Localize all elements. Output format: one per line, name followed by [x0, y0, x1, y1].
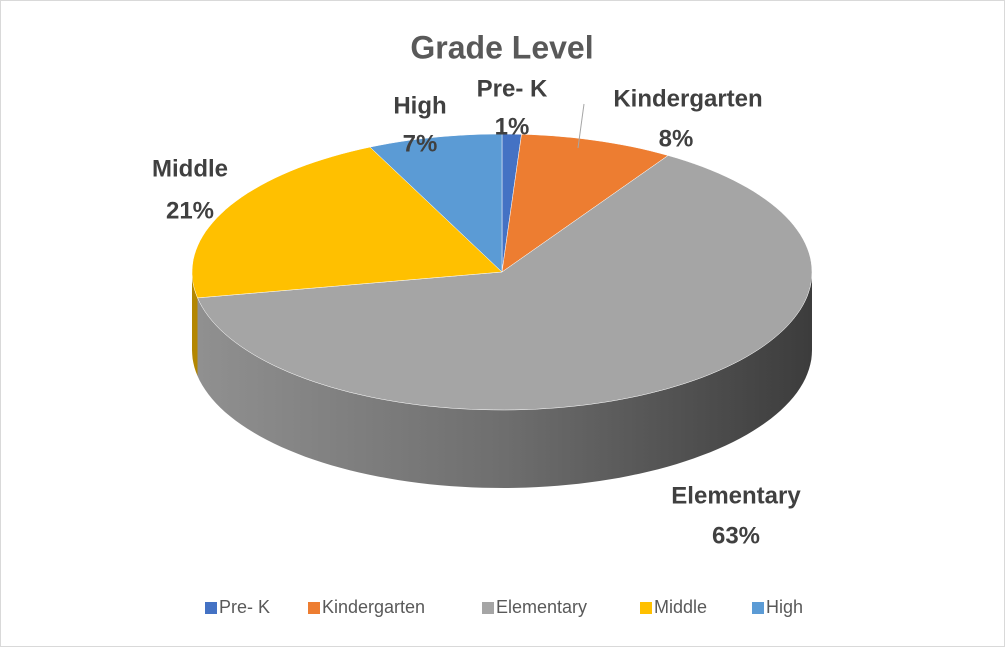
legend-label: Pre- K — [219, 597, 270, 617]
legend-label: High — [766, 597, 803, 617]
slice-side — [192, 272, 198, 376]
slice — [197, 155, 813, 411]
slice-side — [197, 272, 812, 488]
legend-label: Kindergarten — [322, 597, 425, 617]
data-label-value: 8% — [659, 125, 694, 152]
data-label-value: 63% — [712, 522, 760, 549]
slice — [369, 133, 503, 273]
leader-line — [577, 103, 585, 149]
chart-title: Grade Level — [410, 29, 593, 65]
data-label-name: Kindergarten — [613, 85, 762, 112]
data-label-value: 7% — [403, 130, 438, 157]
slice — [191, 146, 503, 299]
data-label-name: Elementary — [671, 482, 801, 509]
data-label-name: Middle — [152, 155, 228, 182]
data-label-name: High — [393, 92, 446, 119]
data-label-name: Pre- K — [477, 75, 548, 102]
legend-swatch — [482, 602, 494, 614]
pie — [191, 133, 813, 488]
data-label-value: 1% — [495, 113, 530, 140]
legend-swatch — [640, 602, 652, 614]
legend-label: Elementary — [496, 597, 587, 617]
legend-label: Middle — [654, 597, 707, 617]
slice — [501, 134, 669, 273]
legend: Pre- K Kindergarten Elementary Middle High — [205, 597, 803, 617]
legend-swatch — [308, 602, 320, 614]
data-label-value: 21% — [166, 197, 214, 224]
labels: Pre- K 1% Kindergarten 8% Elementary 63% Middl… — [152, 75, 801, 549]
legend-swatch — [205, 602, 217, 614]
legend-swatch — [752, 602, 764, 614]
